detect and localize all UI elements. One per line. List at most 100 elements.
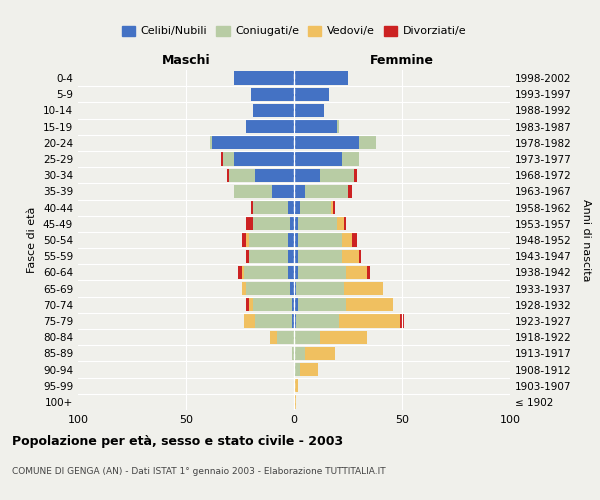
Bar: [247, 298, 248, 312]
Bar: [348, 185, 352, 198]
Bar: [294, 72, 348, 85]
Bar: [294, 379, 298, 392]
Legend: Celibi/Nubili, Coniugati/e, Vedovi/e, Divorziati/e: Celibi/Nubili, Coniugati/e, Vedovi/e, Di…: [118, 21, 470, 41]
Bar: [287, 234, 294, 246]
Bar: [320, 330, 367, 344]
Bar: [251, 88, 294, 101]
Bar: [223, 152, 233, 166]
Bar: [229, 168, 255, 182]
Bar: [277, 330, 294, 344]
Bar: [359, 250, 361, 263]
Bar: [298, 266, 346, 279]
Y-axis label: Anni di nascita: Anni di nascita: [581, 198, 591, 281]
Bar: [294, 152, 341, 166]
Bar: [294, 104, 324, 117]
Bar: [294, 217, 298, 230]
Bar: [341, 234, 352, 246]
Bar: [233, 72, 294, 85]
Bar: [294, 201, 301, 214]
Bar: [296, 314, 340, 328]
Y-axis label: Fasce di età: Fasce di età: [28, 207, 37, 273]
Bar: [294, 330, 320, 344]
Bar: [344, 282, 383, 295]
Bar: [352, 234, 356, 246]
Bar: [242, 266, 244, 279]
Bar: [287, 201, 294, 214]
Bar: [359, 136, 376, 149]
Bar: [305, 185, 348, 198]
Bar: [292, 298, 294, 312]
Bar: [233, 185, 272, 198]
Bar: [294, 396, 296, 408]
Bar: [340, 314, 400, 328]
Bar: [233, 152, 294, 166]
Text: Maschi: Maschi: [161, 54, 211, 67]
Bar: [294, 298, 298, 312]
Bar: [238, 266, 242, 279]
Bar: [244, 266, 287, 279]
Bar: [210, 136, 212, 149]
Bar: [298, 298, 346, 312]
Bar: [298, 250, 341, 263]
Bar: [294, 250, 298, 263]
Bar: [355, 168, 356, 182]
Bar: [247, 217, 253, 230]
Bar: [305, 346, 335, 360]
Bar: [294, 168, 320, 182]
Bar: [253, 104, 294, 117]
Bar: [227, 168, 229, 182]
Bar: [292, 346, 294, 360]
Bar: [248, 234, 287, 246]
Bar: [248, 250, 287, 263]
Text: Popolazione per età, sesso e stato civile - 2003: Popolazione per età, sesso e stato civil…: [12, 435, 343, 448]
Bar: [247, 120, 294, 134]
Bar: [294, 88, 329, 101]
Bar: [290, 282, 294, 295]
Bar: [247, 234, 248, 246]
Bar: [255, 168, 294, 182]
Bar: [253, 298, 292, 312]
Bar: [331, 201, 333, 214]
Bar: [255, 314, 292, 328]
Bar: [292, 314, 294, 328]
Bar: [272, 185, 294, 198]
Bar: [337, 217, 344, 230]
Bar: [341, 152, 359, 166]
Bar: [337, 120, 340, 134]
Text: COMUNE DI GENGA (AN) - Dati ISTAT 1° gennaio 2003 - Elaborazione TUTTITALIA.IT: COMUNE DI GENGA (AN) - Dati ISTAT 1° gen…: [12, 468, 386, 476]
Bar: [294, 136, 359, 149]
Bar: [244, 314, 255, 328]
Bar: [333, 201, 335, 214]
Bar: [294, 282, 296, 295]
Bar: [253, 217, 290, 230]
Bar: [290, 217, 294, 230]
Bar: [301, 201, 331, 214]
Bar: [344, 217, 346, 230]
Bar: [294, 363, 301, 376]
Bar: [294, 346, 305, 360]
Bar: [242, 234, 247, 246]
Bar: [298, 234, 341, 246]
Bar: [294, 234, 298, 246]
Bar: [221, 152, 223, 166]
Bar: [251, 201, 253, 214]
Bar: [298, 217, 337, 230]
Bar: [247, 250, 248, 263]
Text: Femmine: Femmine: [370, 54, 434, 67]
Bar: [270, 330, 277, 344]
Bar: [294, 266, 298, 279]
Bar: [247, 282, 290, 295]
Bar: [212, 136, 294, 149]
Bar: [294, 120, 337, 134]
Bar: [320, 168, 355, 182]
Bar: [287, 250, 294, 263]
Bar: [287, 266, 294, 279]
Bar: [341, 250, 359, 263]
Bar: [346, 298, 394, 312]
Bar: [346, 266, 367, 279]
Bar: [294, 314, 296, 328]
Bar: [294, 185, 305, 198]
Bar: [296, 282, 344, 295]
Bar: [248, 298, 253, 312]
Bar: [301, 363, 318, 376]
